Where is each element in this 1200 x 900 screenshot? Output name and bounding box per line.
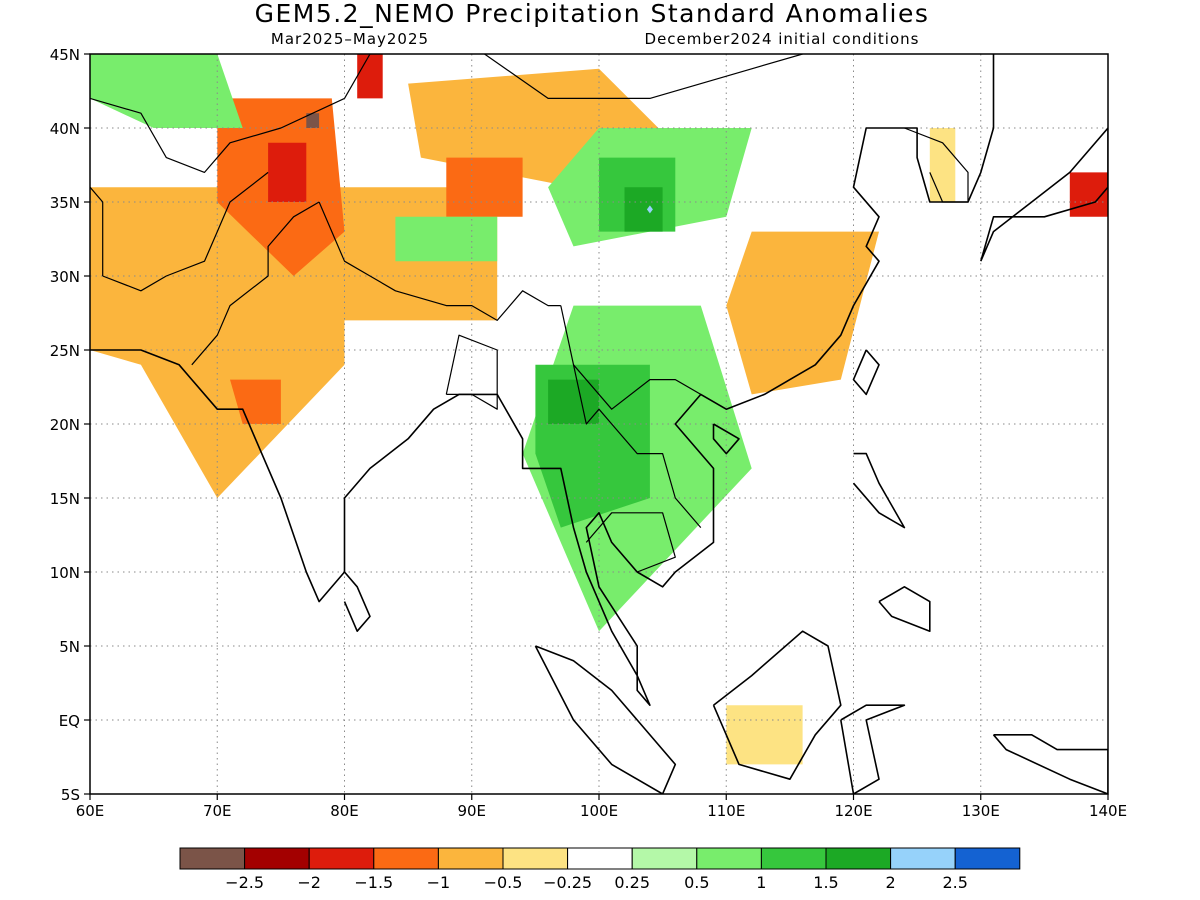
anomaly-region-19 xyxy=(548,379,599,424)
colorbar-swatch xyxy=(179,847,246,870)
colorbar-swatch xyxy=(373,847,439,870)
colorbar-swatch xyxy=(890,847,956,870)
colorbar-label: −1.5 xyxy=(354,873,393,892)
lat-tick-label: 5S xyxy=(61,786,80,804)
colorbar-swatch xyxy=(825,847,892,870)
colorbar-swatch xyxy=(696,847,762,870)
lat-tick-label: 15N xyxy=(50,490,80,508)
lat-tick-label: 45N xyxy=(50,46,80,64)
coastline-layer xyxy=(90,54,1108,794)
coastline-new-guinea xyxy=(992,733,1108,794)
border-himalaya xyxy=(318,201,561,321)
coastline-taiwan xyxy=(852,349,880,396)
anomaly-region-5 xyxy=(929,128,956,202)
anomaly-region-7 xyxy=(230,379,281,424)
colorbar: −2.5 −2 −1.5 −1 −0.5 −0.25 0.25 0.5 1 1.5 2 2.5 xyxy=(179,847,1021,892)
colorbar-label: 1.5 xyxy=(813,873,838,892)
colorbar-swatch xyxy=(308,847,375,870)
lat-tick-label: 10N xyxy=(50,564,80,582)
colorbar-label: −1 xyxy=(427,873,451,892)
coastline-sulawesi xyxy=(840,704,906,794)
colorbar-label: −0.5 xyxy=(484,873,523,892)
anomaly-region-9 xyxy=(268,142,307,202)
colorbar-label: 2 xyxy=(886,873,896,892)
border-thailand-cambodia xyxy=(585,512,676,573)
lon-tick-label: 70E xyxy=(203,802,232,820)
lon-tick-label: 60E xyxy=(76,802,105,820)
coastline-mainland xyxy=(90,54,995,707)
diamond-marker xyxy=(646,205,653,214)
colorbar-swatch xyxy=(760,847,827,870)
border-myanmar-thailand-laos xyxy=(560,305,702,528)
marker-layer xyxy=(646,205,653,214)
colorbar-swatch xyxy=(437,847,504,870)
colorbar-label: −2 xyxy=(297,873,321,892)
colorbar-label: 0.25 xyxy=(614,873,650,892)
anomaly-region-4 xyxy=(726,705,803,765)
border-kazakhstan-china xyxy=(343,54,804,100)
lon-tick-label: 90E xyxy=(457,802,486,820)
colorbar-swatch xyxy=(244,847,310,870)
colorbar-label: −0.25 xyxy=(543,873,592,892)
anomaly-region-12 xyxy=(306,113,320,128)
lat-tick-label: 5N xyxy=(59,638,80,656)
border-korea xyxy=(904,127,969,203)
lon-tick-label: 140E xyxy=(1089,802,1127,820)
lon-tick-label: 130E xyxy=(962,802,1000,820)
lon-tick-label: 80E xyxy=(330,802,359,820)
colorbar-label: 0.5 xyxy=(684,873,709,892)
anomaly-region-16 xyxy=(395,216,498,262)
lon-tick-label: 120E xyxy=(834,802,872,820)
lat-tick-label: 30N xyxy=(50,268,80,286)
lat-tick-label: 40N xyxy=(50,120,80,138)
coastline-mindanao xyxy=(878,585,931,633)
map-title: GEM5.2_NEMO Precipitation Standard Anoma… xyxy=(255,0,930,28)
map-subtitle-period: Mar2025–May2025 xyxy=(271,30,429,48)
lat-tick-label: EQ xyxy=(59,712,80,730)
border-bangladesh xyxy=(445,334,498,410)
coastline-luzon xyxy=(852,452,906,529)
anomaly-region-10 xyxy=(357,54,383,99)
colorbar-swatch xyxy=(631,847,698,870)
axis-tick-layer: 60E 70E 80E 90E 100E 110E 120E 130E 140E 5S EQ 5N 10… xyxy=(50,46,1127,820)
coastline-borneo xyxy=(712,630,842,781)
border-afghanistan-pakistan xyxy=(102,171,269,292)
border-central-asia xyxy=(90,97,345,173)
lon-tick-label: 100E xyxy=(580,802,618,820)
lon-tick-label: 110E xyxy=(707,802,745,820)
lat-tick-label: 35N xyxy=(50,194,80,212)
border-china-vietnam xyxy=(573,364,702,410)
border-iran-afghanistan xyxy=(90,186,104,276)
coastline-hainan xyxy=(712,423,740,455)
colorbar-swatch xyxy=(502,847,569,870)
coastline-kyushu-honshu xyxy=(980,127,1108,262)
anomaly-region-20 xyxy=(624,187,663,232)
colorbar-label: 2.5 xyxy=(942,873,967,892)
coastline-sri-lanka xyxy=(343,571,371,633)
anomaly-region-3 xyxy=(726,231,879,395)
map-subtitle-init: December2024 initial conditions xyxy=(645,30,920,48)
anomaly-region-11 xyxy=(1069,172,1108,217)
lat-tick-label: 25N xyxy=(50,342,80,360)
coastline-sumatra xyxy=(534,645,677,794)
colorbar-label: −2.5 xyxy=(225,873,264,892)
lat-tick-label: 20N xyxy=(50,416,80,434)
colorbar-swatch xyxy=(954,847,1021,870)
colorbar-label: 1 xyxy=(756,873,766,892)
anomaly-region-8 xyxy=(446,157,523,217)
border-pakistan-india xyxy=(191,201,320,366)
colorbar-swatch xyxy=(567,847,633,870)
anomaly-fill-layer xyxy=(90,54,1108,765)
